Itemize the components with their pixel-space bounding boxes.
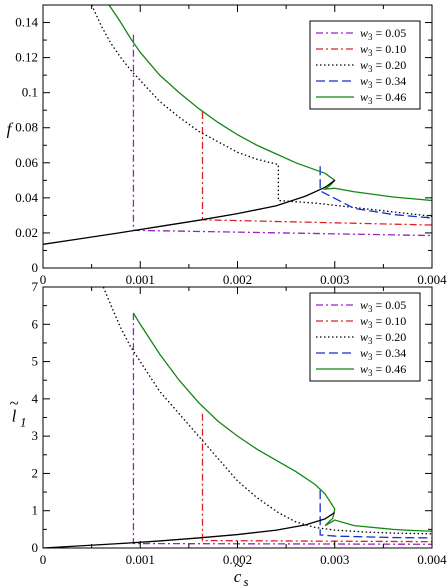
legend-label: w3 = 0.10: [360, 42, 406, 58]
series-line-4: [319, 166, 432, 219]
series-line-6: [43, 179, 336, 245]
y-tick-label: 0.12: [15, 50, 38, 65]
y-tick-label: 0.02: [15, 225, 38, 240]
y-tick-label: 3: [32, 428, 39, 443]
legend-label: w3 = 0.20: [360, 330, 406, 346]
y-tick-label: 2: [32, 465, 39, 480]
x-axis-label-sub: s: [244, 574, 249, 588]
y-tick-label: 1: [32, 503, 39, 518]
series-line-3: [91, 5, 432, 217]
y-tick-label: 0.1: [22, 85, 38, 100]
y-axis-label-tilde: ~: [9, 394, 18, 413]
x-tick-label: 0.004: [417, 552, 447, 567]
series-line-2: [201, 413, 432, 543]
y-axis-label: l: [12, 407, 17, 426]
legend-label: w3 = 0.10: [360, 314, 406, 330]
x-tick-label: 0.003: [320, 272, 349, 287]
y-tick-label: 0.14: [15, 15, 38, 30]
panel-1: 0 0.001 0.002 0.003 0.004 0 0.02 0.04 0.06 0.08 0.…: [7, 4, 447, 287]
x-tick-label: 0: [40, 272, 47, 287]
legend-label: w3 = 0.46: [360, 362, 406, 378]
x-axis-label: c: [234, 567, 242, 586]
series-line-4: [319, 490, 432, 539]
legend-label: w3 = 0.34: [360, 346, 406, 362]
y-tick-label: 6: [32, 316, 39, 331]
series-line-5: [108, 5, 432, 202]
y-axis-label-sub: 1: [20, 415, 27, 430]
y-tick-label: 0: [32, 260, 39, 275]
legend-label: w3 = 0.34: [360, 74, 406, 90]
x-tick-label: 0.001: [126, 552, 155, 567]
y-tick-label: 0: [32, 540, 39, 555]
legend-label: w3 = 0.46: [360, 90, 406, 106]
y-axis-label: f: [7, 120, 14, 139]
series-line-1: [132, 313, 432, 545]
y-tick-label: 7: [32, 279, 39, 294]
y-tick-label: 0.08: [15, 120, 38, 135]
legend-label: w3 = 0.05: [360, 26, 406, 42]
legend-label: w3 = 0.20: [360, 58, 406, 74]
y-tick-label: 4: [32, 391, 39, 406]
x-tick-label: 0.002: [223, 272, 252, 287]
series-line-6: [43, 512, 336, 548]
series-line-2: [201, 111, 432, 226]
y-tick-label: 5: [32, 354, 39, 369]
legend-label: w3 = 0.05: [360, 298, 406, 314]
y-tick-label: 0.04: [15, 190, 38, 205]
x-tick-label: 0.002: [223, 552, 252, 567]
x-tick-label: 0.001: [126, 272, 155, 287]
y-tick-label: 0.06: [15, 155, 38, 170]
x-axis-label-tilde: ~: [234, 556, 243, 575]
x-tick-label: 0: [40, 552, 47, 567]
x-tick-label: 0.004: [417, 272, 447, 287]
series-line-5: [132, 312, 432, 532]
x-tick-label: 0.003: [320, 552, 349, 567]
